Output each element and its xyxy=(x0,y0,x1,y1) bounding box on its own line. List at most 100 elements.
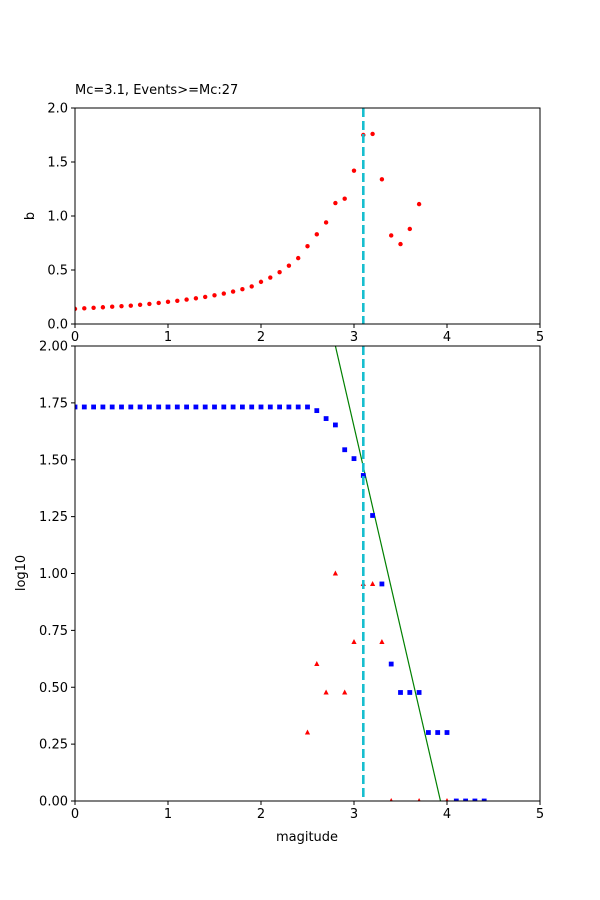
ax1-series0-point-13 xyxy=(193,404,199,410)
ax1-xtick-label-2: 2 xyxy=(257,807,265,822)
ax0-series0-point-3 xyxy=(100,305,106,310)
ax1-series0-point-26 xyxy=(314,408,320,414)
ax0-series0-point-15 xyxy=(212,293,217,298)
ax1-series0-point-30 xyxy=(351,456,357,462)
ax1-series0-point-21 xyxy=(267,404,273,410)
ax1-series0-point-8 xyxy=(147,404,152,410)
ax0-series0-point-10 xyxy=(165,299,171,305)
ax1-series0-point-18 xyxy=(240,404,245,410)
ax0-series0-point-35 xyxy=(398,241,403,247)
ax1-xtick-label-4: 4 xyxy=(443,807,451,822)
ax1-series0-point-36 xyxy=(407,690,413,695)
ax1-series0-point-15 xyxy=(212,404,217,410)
ax0-series0-point-36 xyxy=(407,226,412,232)
ax1-series1-point-9 xyxy=(389,798,393,801)
ax1-ytick-label-8: 2.00 xyxy=(39,340,68,355)
ax1-series0-point-29 xyxy=(342,447,348,453)
ax0-series0-point-12 xyxy=(184,297,189,302)
ax0-ytick-label-2: 1.0 xyxy=(47,210,68,225)
ax1-series0-point-14 xyxy=(202,404,208,410)
ax1-series0-point-10 xyxy=(165,404,171,410)
ax1-series0-point-20 xyxy=(258,404,264,410)
ax1-xtick-label-5: 5 xyxy=(536,807,544,822)
ax0-series0-point-2 xyxy=(91,305,96,310)
ax1-series0-point-35 xyxy=(398,690,403,695)
ax0-series0-point-37 xyxy=(416,201,422,207)
ax1-series0-point-1 xyxy=(81,404,87,410)
ax0-series0-point-29 xyxy=(342,196,347,201)
ax1-series0-point-42 xyxy=(463,798,468,801)
ax0-series0-point-23 xyxy=(286,263,292,268)
ax0-series0-point-33 xyxy=(379,177,385,182)
ax1-series0-point-5 xyxy=(119,404,124,410)
ax1-series0-point-3 xyxy=(100,404,106,410)
ax1-series0-point-38 xyxy=(426,730,431,735)
b-value-plot: Mc=3.1, Events>=Mc:27 b 0 1 2 3 4 5 0.0 0.5 1.0 1… xyxy=(23,83,544,345)
ax1-series0-point-43 xyxy=(472,798,478,801)
ax1-ytick-label-1: 0.25 xyxy=(39,738,68,753)
ax1-series1-point-4 xyxy=(342,689,348,695)
ax0-series0-point-0 xyxy=(75,306,78,312)
ax0-series0-point-1 xyxy=(82,306,87,311)
ax1-series0-point-37 xyxy=(416,690,422,695)
ax0-series0-point-22 xyxy=(277,269,282,275)
ax0-marks xyxy=(75,108,422,324)
top-plot-title: Mc=3.1, Events>=Mc:27 xyxy=(75,83,238,98)
ax1-xtick-label-1: 1 xyxy=(164,807,172,822)
ax0-xtick-label-5: 5 xyxy=(536,330,544,345)
ax1-series0-point-6 xyxy=(128,404,134,410)
ax1-series0-point-27 xyxy=(323,416,329,421)
ax1-series1-point-1 xyxy=(314,661,320,667)
ax0-series0-point-13 xyxy=(193,296,199,301)
ax0-ytick-label-1: 0.5 xyxy=(47,264,68,279)
ax1-series0-point-24 xyxy=(295,404,301,410)
ax0-series0-point-21 xyxy=(268,275,273,280)
bottom-plot-area: 0 1 2 3 4 5 0.00 0.25 0.50 0.75 1.00 1.25 1.50 1.75 2.… xyxy=(39,340,544,823)
ax0-series0-point-18 xyxy=(240,287,245,292)
ax1-series1-point-10 xyxy=(417,798,421,801)
log10-plot: magitude log10 0 1 2 3 4 5 0.00 0.25 0.50 0.75 1.0… xyxy=(14,340,544,846)
ax1-series0-point-2 xyxy=(91,404,96,410)
ax1-series0-point-23 xyxy=(286,404,292,410)
ax1-series1-point-0 xyxy=(304,729,311,735)
ax1-series0-point-39 xyxy=(435,730,441,735)
ax1-series0-point-12 xyxy=(184,404,189,410)
ax1-series1-point-5 xyxy=(351,638,357,644)
ax0-series0-point-6 xyxy=(128,303,133,308)
ax0-ytick-label-3: 1.5 xyxy=(47,156,68,171)
ax1-series0-point-16 xyxy=(221,404,227,410)
ax0-series0-point-20 xyxy=(258,279,264,285)
ax1-ytick-label-0: 0.00 xyxy=(39,795,68,810)
ax1-series0-point-0 xyxy=(75,404,78,410)
ax1-series1-point-8 xyxy=(379,638,385,644)
ax1-series1-point-11 xyxy=(445,798,449,801)
ax0-series0-point-26 xyxy=(314,232,319,237)
ax0-ytick-label-0: 0.0 xyxy=(47,318,68,333)
ax1-series0-point-31 xyxy=(360,473,366,478)
top-plot-area: 0 1 2 3 4 5 0.0 0.5 1.0 1.5 2.0 xyxy=(47,102,544,346)
ax0-series0-point-8 xyxy=(147,301,152,307)
ax0-series0-point-32 xyxy=(370,131,375,137)
ax0-series0-point-11 xyxy=(175,298,180,303)
ax1-series0-point-19 xyxy=(249,404,255,410)
ax0-series0-point-9 xyxy=(156,300,161,306)
ax0-series0-point-24 xyxy=(296,255,301,261)
ax0-series0-point-30 xyxy=(351,168,357,173)
ax0-series0-point-25 xyxy=(305,244,310,249)
bottom-plot-ylabel: log10 xyxy=(14,555,29,591)
ax1-series0-point-25 xyxy=(305,404,310,410)
ax1-series0-point-4 xyxy=(109,404,115,410)
ax1-series0-point-44 xyxy=(481,798,487,801)
ax0-xtick-label-3: 3 xyxy=(350,330,358,345)
ax1-series1-point-3 xyxy=(332,570,338,576)
ax1-series1-point-7 xyxy=(370,580,376,586)
ax1-series0-point-34 xyxy=(388,661,394,667)
ax1-series0-point-11 xyxy=(174,404,180,410)
ax1-series0-point-40 xyxy=(444,730,450,735)
ax1-marks xyxy=(75,346,487,801)
ax0-xtick-label-2: 2 xyxy=(257,330,265,345)
ax1-ytick-label-2: 0.50 xyxy=(39,681,68,696)
ax0-xtick-label-0: 0 xyxy=(71,330,79,345)
ax0-series0-point-14 xyxy=(203,294,208,300)
